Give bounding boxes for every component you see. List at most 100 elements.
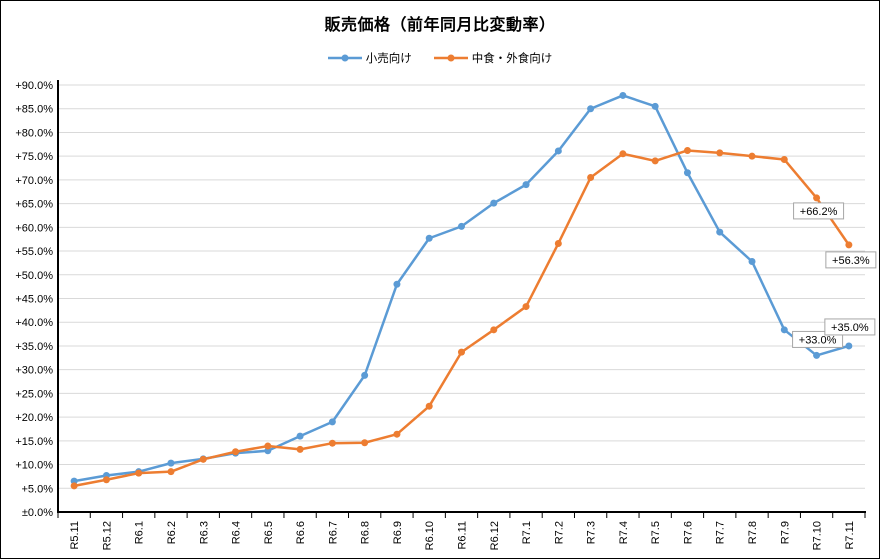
series-0-point bbox=[587, 105, 595, 113]
series-1-point bbox=[619, 150, 627, 158]
y-tick-label: +60.0% bbox=[15, 222, 53, 234]
x-tick-label: R7.1 bbox=[521, 521, 533, 544]
series-0-point bbox=[813, 351, 821, 359]
series-1-point bbox=[554, 239, 562, 247]
series-1-point bbox=[102, 476, 110, 484]
series-0-point bbox=[619, 91, 627, 99]
x-tick-label: R6.5 bbox=[263, 521, 275, 544]
y-tick-label: +45.0% bbox=[15, 294, 53, 306]
series-1-point bbox=[813, 194, 821, 202]
x-tick-label: R7.11 bbox=[844, 521, 856, 550]
series-1-point bbox=[232, 448, 240, 456]
series-0-point bbox=[522, 181, 530, 189]
data-label-box bbox=[793, 202, 845, 220]
x-tick-label: R7.7 bbox=[715, 521, 727, 544]
series-0-point bbox=[748, 257, 756, 265]
series-1-line bbox=[73, 149, 850, 488]
series-0-point bbox=[651, 102, 659, 110]
data-label: +66.2% bbox=[800, 206, 838, 218]
x-tick-label: R6.12 bbox=[489, 521, 501, 550]
y-tick-label: +20.0% bbox=[15, 412, 53, 424]
x-tick-label: R6.2 bbox=[166, 521, 178, 544]
series-1-point bbox=[361, 439, 369, 447]
legend-marker-line-icon bbox=[433, 54, 468, 62]
series-1-point bbox=[490, 326, 498, 334]
legend-marker-line-icon bbox=[327, 54, 362, 62]
x-tick-label: R6.7 bbox=[327, 521, 339, 544]
x-tick-label: R6.8 bbox=[360, 521, 372, 544]
legend: 小売向け 中食・外食向け bbox=[1, 50, 879, 66]
series-0-point bbox=[490, 199, 498, 207]
series-0-point bbox=[780, 326, 788, 334]
series-1-point bbox=[845, 241, 853, 249]
series-1-point bbox=[458, 348, 465, 356]
series-0-point bbox=[845, 342, 853, 350]
x-tick-label: R6.6 bbox=[295, 521, 307, 544]
series-0-point bbox=[296, 432, 304, 440]
legend-item-series-0: 小売向け bbox=[327, 50, 412, 66]
y-tick-label: +25.0% bbox=[15, 388, 53, 400]
data-label: +56.3% bbox=[832, 255, 870, 267]
y-tick-label: +65.0% bbox=[15, 199, 53, 211]
x-tick-label: R5.11 bbox=[69, 521, 81, 550]
series-1-point bbox=[683, 146, 691, 154]
series-1-point bbox=[587, 174, 595, 182]
series-0-point bbox=[716, 228, 724, 236]
y-tick-label: +85.0% bbox=[15, 104, 53, 116]
series-1-point bbox=[199, 455, 207, 463]
x-tick-label: R7.2 bbox=[553, 521, 565, 544]
y-tick-label: +10.0% bbox=[15, 460, 53, 472]
y-tick-label: +70.0% bbox=[15, 175, 53, 187]
y-tick-label: +75.0% bbox=[15, 151, 53, 163]
series-0-point bbox=[393, 280, 401, 288]
series-1-point bbox=[522, 303, 530, 311]
series-0-point bbox=[361, 371, 369, 379]
y-tick-label: +15.0% bbox=[15, 436, 53, 448]
series-1-point bbox=[651, 157, 659, 165]
x-tick-label: R7.5 bbox=[650, 521, 662, 544]
series-1-point bbox=[135, 469, 143, 477]
data-label: +35.0% bbox=[831, 322, 869, 334]
series-0-point bbox=[458, 222, 465, 230]
y-tick-label: +5.0% bbox=[22, 483, 54, 495]
y-tick-label: +50.0% bbox=[15, 270, 53, 282]
data-label-box bbox=[824, 318, 876, 336]
series-0-point bbox=[328, 418, 336, 426]
series-0-point bbox=[683, 169, 691, 177]
x-tick-label: R6.10 bbox=[424, 521, 436, 550]
legend-label-series-1: 中食・外食向け bbox=[471, 53, 553, 65]
x-tick-label: R7.8 bbox=[747, 521, 759, 544]
x-tick-label: R7.6 bbox=[682, 521, 694, 544]
x-tick-label: R6.1 bbox=[134, 521, 146, 544]
series-1-point bbox=[780, 155, 788, 163]
x-tick-label: R6.11 bbox=[457, 521, 469, 550]
data-label-box bbox=[825, 251, 877, 269]
series-0-point bbox=[554, 147, 562, 155]
y-tick-label: +40.0% bbox=[15, 317, 53, 329]
x-tick-label: R7.4 bbox=[618, 521, 630, 544]
series-0-point bbox=[425, 234, 433, 242]
x-tick-label: R7.10 bbox=[812, 521, 824, 550]
x-tick-label: R7.3 bbox=[586, 521, 598, 544]
series-1-point bbox=[425, 402, 433, 410]
x-tick-label: R6.3 bbox=[198, 521, 210, 544]
x-tick-label: R5.12 bbox=[101, 521, 113, 550]
y-tick-label: ±0.0% bbox=[22, 507, 53, 519]
x-tick-label: R6.4 bbox=[231, 521, 243, 544]
data-label: +33.0% bbox=[799, 334, 837, 346]
series-1-point bbox=[748, 152, 756, 160]
series-0-point bbox=[167, 459, 175, 467]
y-tick-label: +90.0% bbox=[15, 80, 53, 92]
series-1-point bbox=[393, 430, 401, 438]
legend-item-series-1: 中食・外食向け bbox=[433, 50, 553, 66]
chart-title: 販売価格（前年同月比変動率） bbox=[324, 17, 556, 34]
x-tick-label: R7.9 bbox=[779, 521, 791, 544]
series-1-point bbox=[167, 468, 175, 476]
series-1-point bbox=[716, 149, 724, 157]
y-tick-label: +30.0% bbox=[15, 365, 53, 377]
legend-label-series-0: 小売向け bbox=[365, 53, 412, 65]
y-tick-label: +80.0% bbox=[15, 127, 53, 139]
y-tick-label: +35.0% bbox=[15, 341, 53, 353]
